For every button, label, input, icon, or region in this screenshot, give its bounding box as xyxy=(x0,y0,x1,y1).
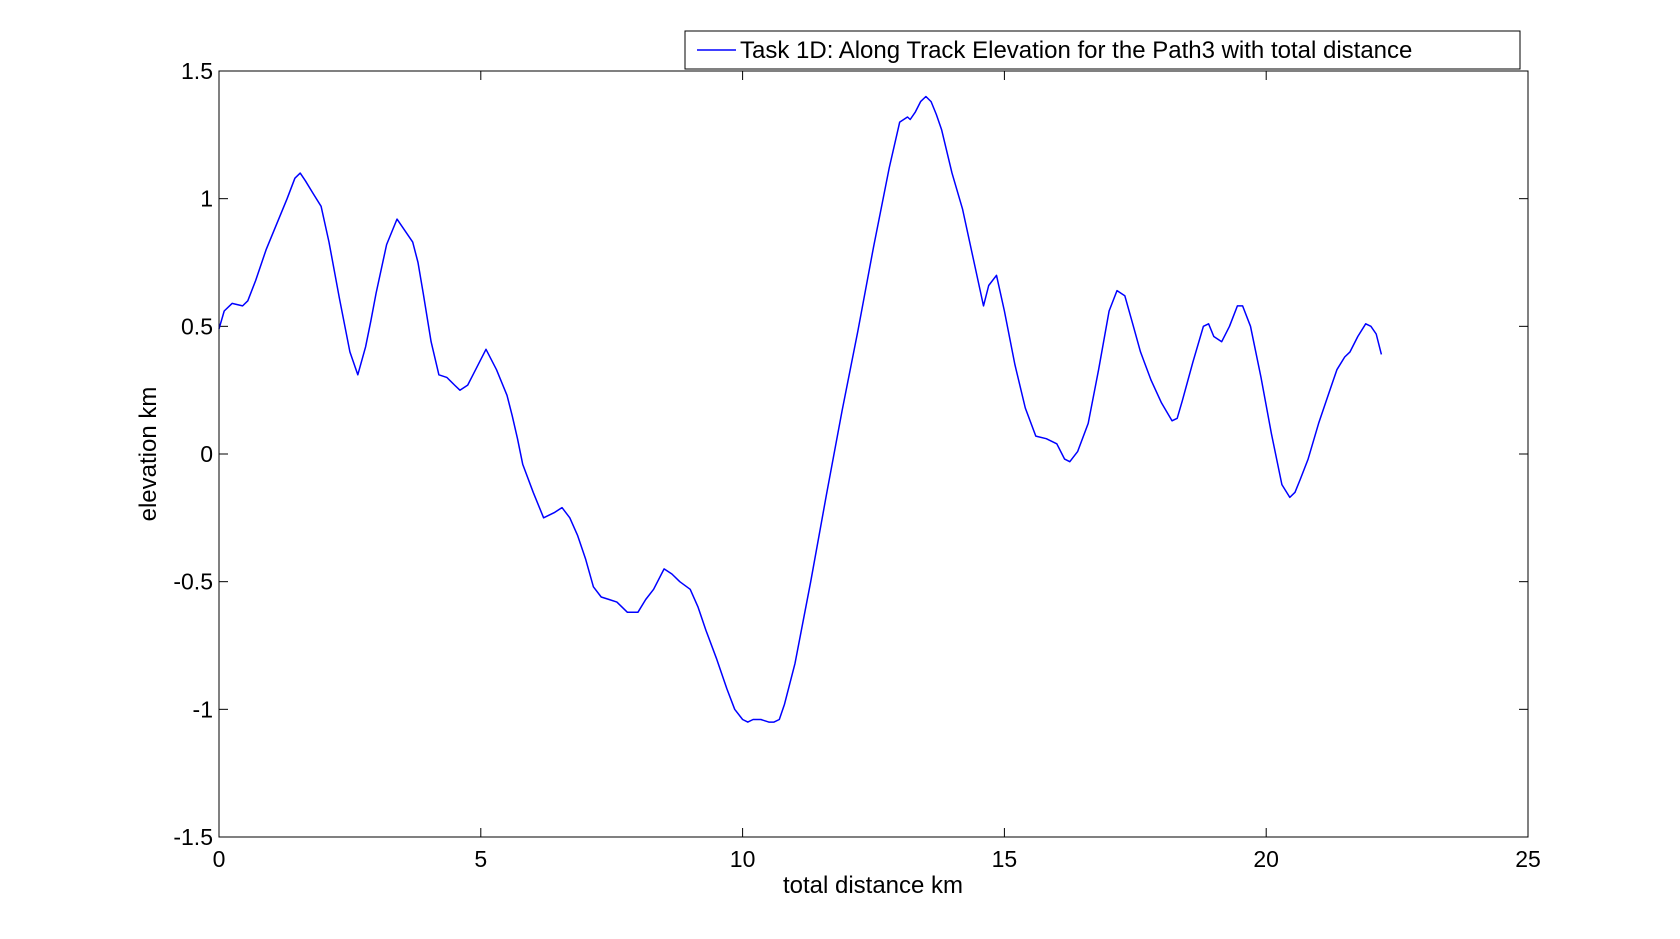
x-tick-label: 10 xyxy=(730,846,756,872)
y-tick-label: 1 xyxy=(200,186,213,212)
x-tick-label: 15 xyxy=(992,846,1018,872)
x-tick-label: 5 xyxy=(474,846,487,872)
y-tick-label: 1.5 xyxy=(181,58,213,84)
legend-label: Task 1D: Along Track Elevation for the P… xyxy=(740,37,1412,64)
tick-labels: 0 5 10 15 20 25 -1.5 -1 -0.5 0 0.5 1 1.5 xyxy=(173,58,1540,872)
x-tick-label: 20 xyxy=(1253,846,1279,872)
series-line-elevation xyxy=(218,95,1383,723)
x-axis-label: total distance km xyxy=(783,872,963,899)
y-tick-label: 0.5 xyxy=(181,313,213,339)
y-tick-label: -0.5 xyxy=(173,569,213,595)
y-tick-label: -1 xyxy=(193,696,213,722)
legend: Task 1D: Along Track Elevation for the P… xyxy=(684,30,1521,70)
plot-area-background xyxy=(219,71,1528,837)
legend-box xyxy=(684,30,1521,70)
plot-area-border xyxy=(218,70,1529,838)
y-tick-label: 0 xyxy=(200,441,213,467)
x-tick-label: 25 xyxy=(1515,846,1541,872)
y-tick-label: -1.5 xyxy=(173,824,213,850)
y-axis-label: elevation km xyxy=(135,387,162,522)
x-tick-label: 0 xyxy=(213,846,226,872)
